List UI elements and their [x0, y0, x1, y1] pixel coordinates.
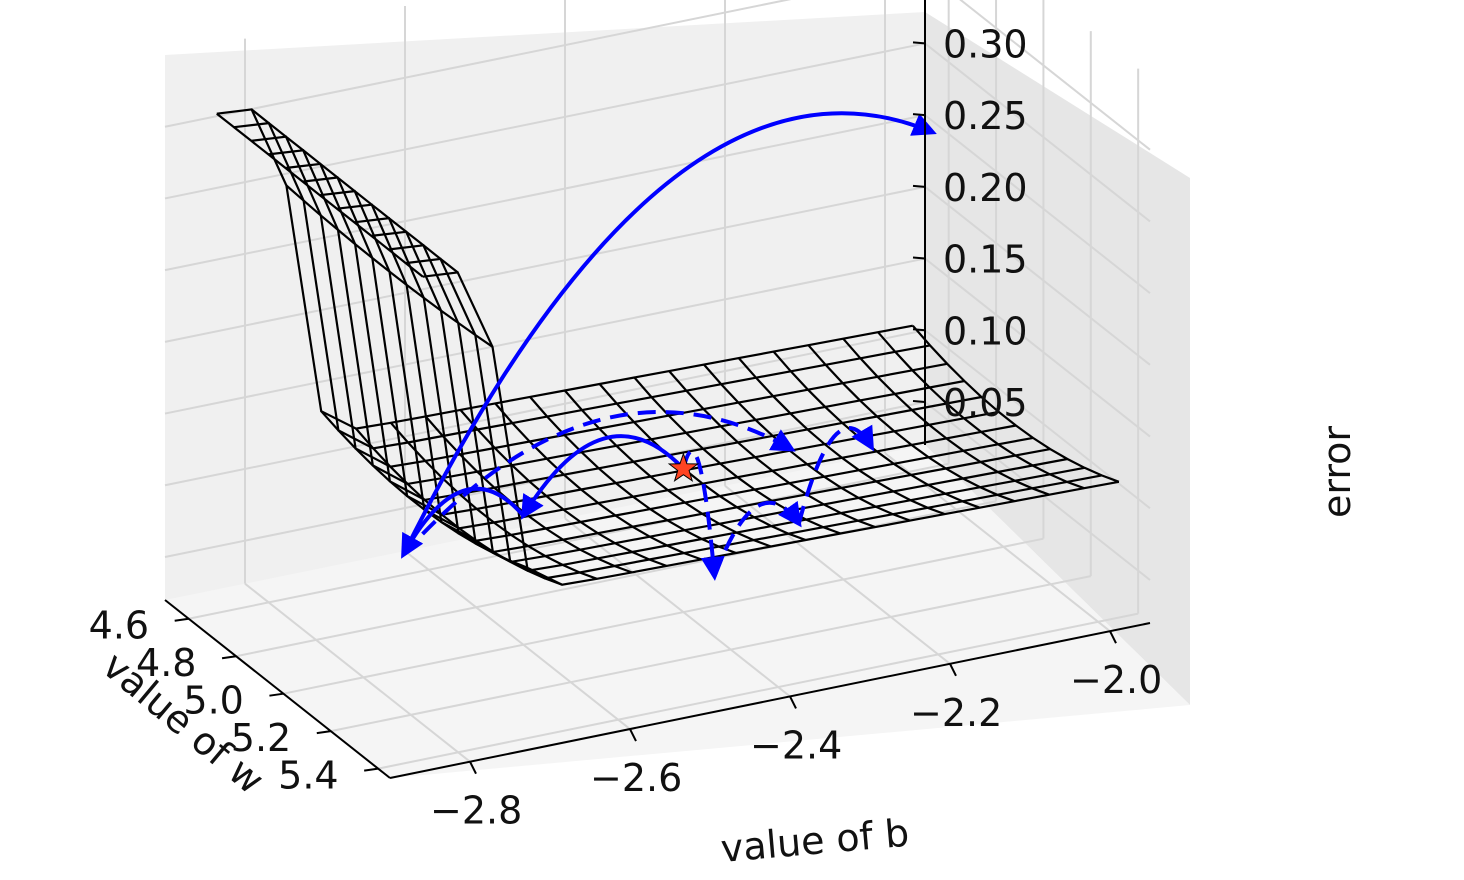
b-tick-0 — [469, 761, 477, 775]
b-axis-title: value of b — [719, 811, 911, 871]
w-tick-label-4: 5.4 — [278, 754, 338, 798]
back-gridline-z-6 — [164, 0, 792, 128]
surface-b-line-18 — [842, 337, 1050, 496]
surface-b-line-17 — [807, 344, 1015, 503]
b-tick-label-4: −2.0 — [1070, 658, 1162, 702]
surface-b-line-8 — [494, 402, 702, 561]
surface-b-line-19 — [877, 331, 1085, 490]
z-tick-5 — [912, 41, 926, 45]
step-arrow-6 — [401, 410, 796, 556]
b-tick-4 — [1109, 630, 1117, 644]
w-tick-label-3: 5.2 — [231, 716, 291, 760]
star-icon — [667, 452, 700, 483]
b-tick-3 — [949, 663, 957, 677]
w-tick-2 — [269, 692, 284, 697]
minimum-star-marker — [667, 452, 700, 483]
z-tick-label-5: 0.30 — [943, 22, 1028, 66]
w-tick-0 — [174, 617, 189, 622]
step-arrow-2 — [401, 111, 937, 556]
error-surface-wireframe — [216, 108, 1120, 586]
surface-b-line-2 — [285, 184, 494, 348]
b-tick-label-2: −2.4 — [750, 723, 842, 767]
z-tick-label-1: 0.10 — [943, 309, 1028, 353]
z-tick-2 — [912, 256, 926, 260]
surface-b-line-11 — [598, 383, 807, 542]
floor-gridline-w-0 — [188, 462, 949, 620]
back-gridline-z-0 — [164, 400, 926, 558]
floor-gridline-b-1 — [404, 550, 631, 730]
floor-gridline-b-0 — [244, 582, 471, 763]
surface-b-line-15 — [737, 357, 946, 516]
w-tick-label-0: 4.6 — [89, 604, 149, 648]
side-gridline-z-5 — [924, 42, 1151, 223]
z-tick-label-3: 0.20 — [943, 166, 1028, 210]
surface-b-line-14 — [703, 363, 911, 522]
step-arrow-0 — [520, 434, 685, 520]
z-tick-label-4: 0.25 — [943, 94, 1028, 138]
b-tick-label-3: −2.2 — [910, 691, 1002, 735]
surface-b-line-12 — [633, 376, 841, 535]
surface-b-line-5 — [389, 422, 598, 580]
surface-b-line-4 — [355, 427, 563, 586]
back-gridline-z-4 — [164, 114, 926, 272]
floor-gridline-w-3 — [330, 575, 1091, 733]
side-gridline-z-2 — [924, 257, 1151, 438]
surface-b-line-20 — [911, 324, 1120, 483]
back-gridline-z-2 — [164, 257, 926, 415]
w-tick-label-2: 5.0 — [183, 679, 243, 723]
side-gridline-z-3 — [924, 186, 1151, 366]
b-tick-2 — [789, 695, 797, 709]
surface-b-line-1 — [250, 108, 459, 274]
surface-b-line-13 — [668, 370, 876, 529]
w-tick-3 — [316, 730, 331, 735]
gradient-step-arrows — [401, 111, 937, 581]
back-gridline-z-3 — [164, 185, 926, 343]
w-tick-label-1: 4.8 — [136, 641, 196, 685]
w-axis-line — [164, 599, 391, 779]
surface-b-line-7 — [459, 409, 667, 567]
b-tick-1 — [629, 728, 637, 742]
axes-lines — [164, 0, 1151, 779]
surface-b-line-0 — [216, 112, 424, 278]
surface-b-line-16 — [772, 350, 981, 509]
floor-gridline-w-1 — [235, 500, 997, 658]
floor-gridline-w-4 — [377, 612, 1139, 770]
b-tick-label-0: −2.8 — [430, 789, 522, 833]
b-axis-line — [389, 622, 1151, 779]
side-gridline-z-4 — [924, 114, 1151, 294]
z-tick-label-2: 0.15 — [943, 238, 1028, 282]
b-tick-label-1: −2.6 — [590, 756, 682, 800]
w-tick-4 — [364, 767, 379, 772]
z-tick-label-0: 0.05 — [943, 381, 1028, 425]
floor-gridline-w-2 — [283, 537, 1044, 695]
z-tick-4 — [912, 113, 926, 117]
right-pane — [925, 12, 1190, 705]
back-gridline-z-1 — [164, 329, 926, 487]
z-tick-1 — [912, 328, 926, 332]
surface-b-line-10 — [563, 389, 772, 548]
side-gridline-z-6 — [959, 0, 1151, 151]
step-arrow-4 — [712, 500, 802, 577]
floor-gridline-b-2 — [564, 517, 791, 698]
z-tick-3 — [912, 184, 926, 188]
tick-labels: −2.8 −2.6 −2.4 −2.2 −2.0 4.64.85.05.25.4 0.05 0… — [89, 22, 1163, 833]
step-arrow-5 — [796, 424, 875, 525]
z-tick-0 — [912, 399, 926, 403]
step-arrow-1 — [401, 486, 525, 559]
w-tick-1 — [221, 655, 237, 660]
surface-b-line-9 — [529, 396, 737, 555]
step-arrow-3 — [681, 449, 725, 581]
floor-pane — [165, 445, 1190, 778]
z-axis-title: error — [1315, 426, 1359, 518]
